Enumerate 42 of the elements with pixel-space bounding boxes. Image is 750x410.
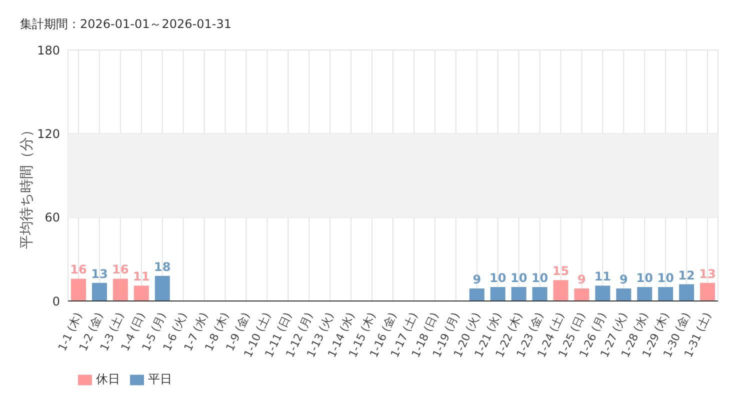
data-label: 16: [70, 262, 87, 277]
data-label: 10: [510, 271, 528, 286]
data-label: 13: [699, 266, 716, 281]
y-tick-label: 0: [52, 294, 60, 308]
bar: [595, 286, 610, 301]
bar: [700, 282, 716, 301]
data-label: 18: [154, 260, 171, 274]
bar: [92, 282, 107, 301]
bar: [532, 287, 548, 301]
y-tick-label: 180: [37, 43, 60, 58]
y-tick-label: 120: [37, 126, 60, 141]
data-label: 16: [112, 262, 129, 277]
bar: [616, 288, 632, 301]
bar: [511, 287, 526, 301]
bar: [134, 286, 149, 301]
legend-label: 休日: [96, 372, 120, 386]
data-label: 9: [619, 272, 628, 286]
data-label: 9: [472, 272, 482, 286]
bar: [71, 278, 86, 301]
bar: [574, 288, 590, 301]
bar: [637, 287, 652, 301]
data-label: 15: [552, 264, 570, 278]
y-tick-label: 60: [44, 210, 60, 225]
data-label: 10: [636, 271, 653, 286]
y-axis-title: 平均待ち時間（分）: [18, 122, 36, 248]
data-label: 10: [531, 271, 548, 286]
bar: [658, 287, 674, 301]
bar: [490, 287, 506, 301]
bar: [679, 284, 694, 301]
data-label: 10: [657, 271, 674, 286]
bar: [112, 278, 128, 301]
data-label: 11: [133, 270, 150, 284]
data-label: 10: [490, 271, 506, 286]
bar: [154, 276, 170, 301]
data-label: 12: [678, 268, 695, 282]
bar: [469, 288, 484, 301]
bar: [553, 280, 568, 301]
data-label: 13: [91, 266, 108, 281]
legend-label: 平日: [148, 372, 172, 386]
data-label: 9: [578, 272, 586, 286]
data-label: 11: [594, 270, 612, 284]
chart-title: 集計期間：2026-01-01～2026-01-31: [20, 16, 232, 33]
